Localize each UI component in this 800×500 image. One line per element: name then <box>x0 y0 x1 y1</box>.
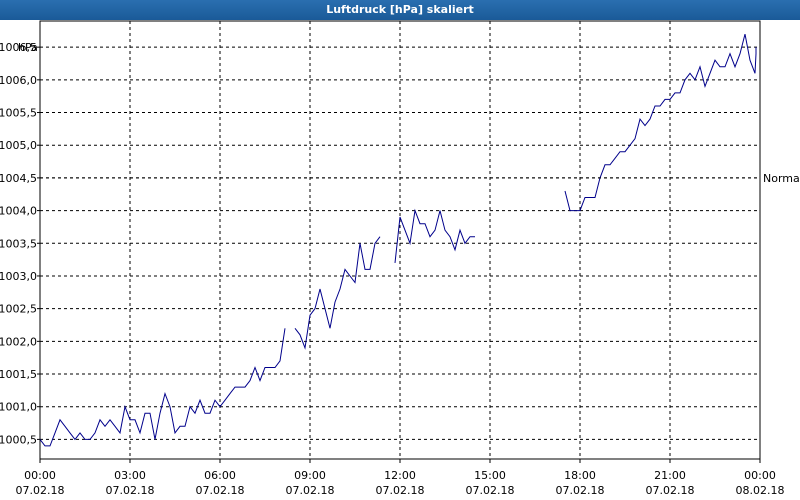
y-tick-label: 1005,0 <box>0 139 37 152</box>
x-tick-time-label: 12:00 <box>384 469 416 482</box>
x-tick-date-label: 07.02.18 <box>466 484 515 497</box>
reference-line-label: Normal <box>763 172 800 185</box>
y-tick-label: 1006,5 <box>0 41 37 54</box>
grid-lines <box>40 21 760 459</box>
y-tick-label: 1001,0 <box>0 401 37 414</box>
x-tick-time-label: 15:00 <box>474 469 506 482</box>
y-tick-label: 1006,0 <box>0 74 37 87</box>
y-tick-label: 1005,5 <box>0 107 37 120</box>
x-tick-time-label: 00:00 <box>744 469 776 482</box>
series-line-segment <box>39 328 286 447</box>
x-tick-date-label: 07.02.18 <box>556 484 605 497</box>
x-tick-time-label: 06:00 <box>204 469 236 482</box>
x-tick-time-label: 03:00 <box>114 469 146 482</box>
y-tick-label: 1004,0 <box>0 205 37 218</box>
x-tick-date-label: 07.02.18 <box>646 484 695 497</box>
x-axis-ticks: 00:00 07.02.18 03:00 07.02.18 06:00 07.02.18 0… <box>16 459 785 497</box>
series-line-segment <box>564 33 757 212</box>
y-tick-label: 1004,5 <box>0 172 37 185</box>
x-tick-time-label: 18:00 <box>564 469 596 482</box>
y-tick-label: 1002,0 <box>0 335 37 348</box>
reference-line-group: Normal <box>40 172 800 185</box>
x-tick-time-label: 00:00 <box>24 469 56 482</box>
x-tick-date-label: 07.02.18 <box>16 484 65 497</box>
x-tick-time-label: 21:00 <box>654 469 686 482</box>
y-tick-label: 1000,5 <box>0 433 37 446</box>
x-tick-date-label: 08.02.18 <box>736 484 785 497</box>
y-tick-label: 1002,5 <box>0 303 37 316</box>
x-tick-date-label: 07.02.18 <box>376 484 425 497</box>
series-line-segment <box>294 236 381 350</box>
series-layer <box>39 33 757 447</box>
y-axis-ticks: 1000,5 1001,0 1001,5 1002,0 1002,5 1003,0 1003… <box>0 41 40 446</box>
y-tick-label: 1003,5 <box>0 237 37 250</box>
y-tick-label: 1003,0 <box>0 270 37 283</box>
x-tick-date-label: 07.02.18 <box>196 484 245 497</box>
series-line-segment <box>394 208 475 263</box>
y-tick-label: 1001,5 <box>0 368 37 381</box>
x-tick-time-label: 09:00 <box>294 469 326 482</box>
y-axis-unit-label: hPa <box>18 41 38 54</box>
x-tick-date-label: 07.02.18 <box>286 484 335 497</box>
x-tick-date-label: 07.02.18 <box>106 484 155 497</box>
chart-title: Luftdruck [hPa] skaliert <box>0 0 800 20</box>
